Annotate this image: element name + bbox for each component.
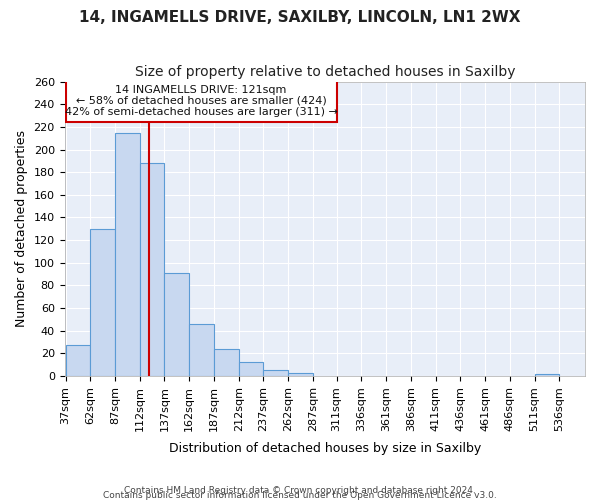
Bar [65, 346, 90, 376]
Bar [535, 374, 559, 376]
X-axis label: Distribution of detached houses by size in Saxilby: Distribution of detached houses by size … [169, 442, 481, 455]
Bar [115, 132, 140, 376]
Title: Size of property relative to detached houses in Saxilby: Size of property relative to detached ho… [134, 65, 515, 79]
Bar [288, 372, 313, 376]
Bar [214, 349, 239, 376]
Bar [140, 163, 164, 376]
Text: 14, INGAMELLS DRIVE, SAXILBY, LINCOLN, LN1 2WX: 14, INGAMELLS DRIVE, SAXILBY, LINCOLN, L… [79, 10, 521, 25]
Text: Contains HM Land Registry data © Crown copyright and database right 2024.: Contains HM Land Registry data © Crown c… [124, 486, 476, 495]
Text: 14 INGAMELLS DRIVE: 121sqm: 14 INGAMELLS DRIVE: 121sqm [115, 85, 287, 95]
Text: 42% of semi-detached houses are larger (311) →: 42% of semi-detached houses are larger (… [65, 106, 338, 117]
FancyBboxPatch shape [65, 80, 337, 122]
Bar [239, 362, 263, 376]
Text: Contains public sector information licensed under the Open Government Licence v3: Contains public sector information licen… [103, 491, 497, 500]
Text: ← 58% of detached houses are smaller (424): ← 58% of detached houses are smaller (42… [76, 96, 326, 106]
Bar [164, 273, 189, 376]
Bar [263, 370, 288, 376]
Bar [189, 324, 214, 376]
Bar [90, 229, 115, 376]
Y-axis label: Number of detached properties: Number of detached properties [15, 130, 28, 328]
